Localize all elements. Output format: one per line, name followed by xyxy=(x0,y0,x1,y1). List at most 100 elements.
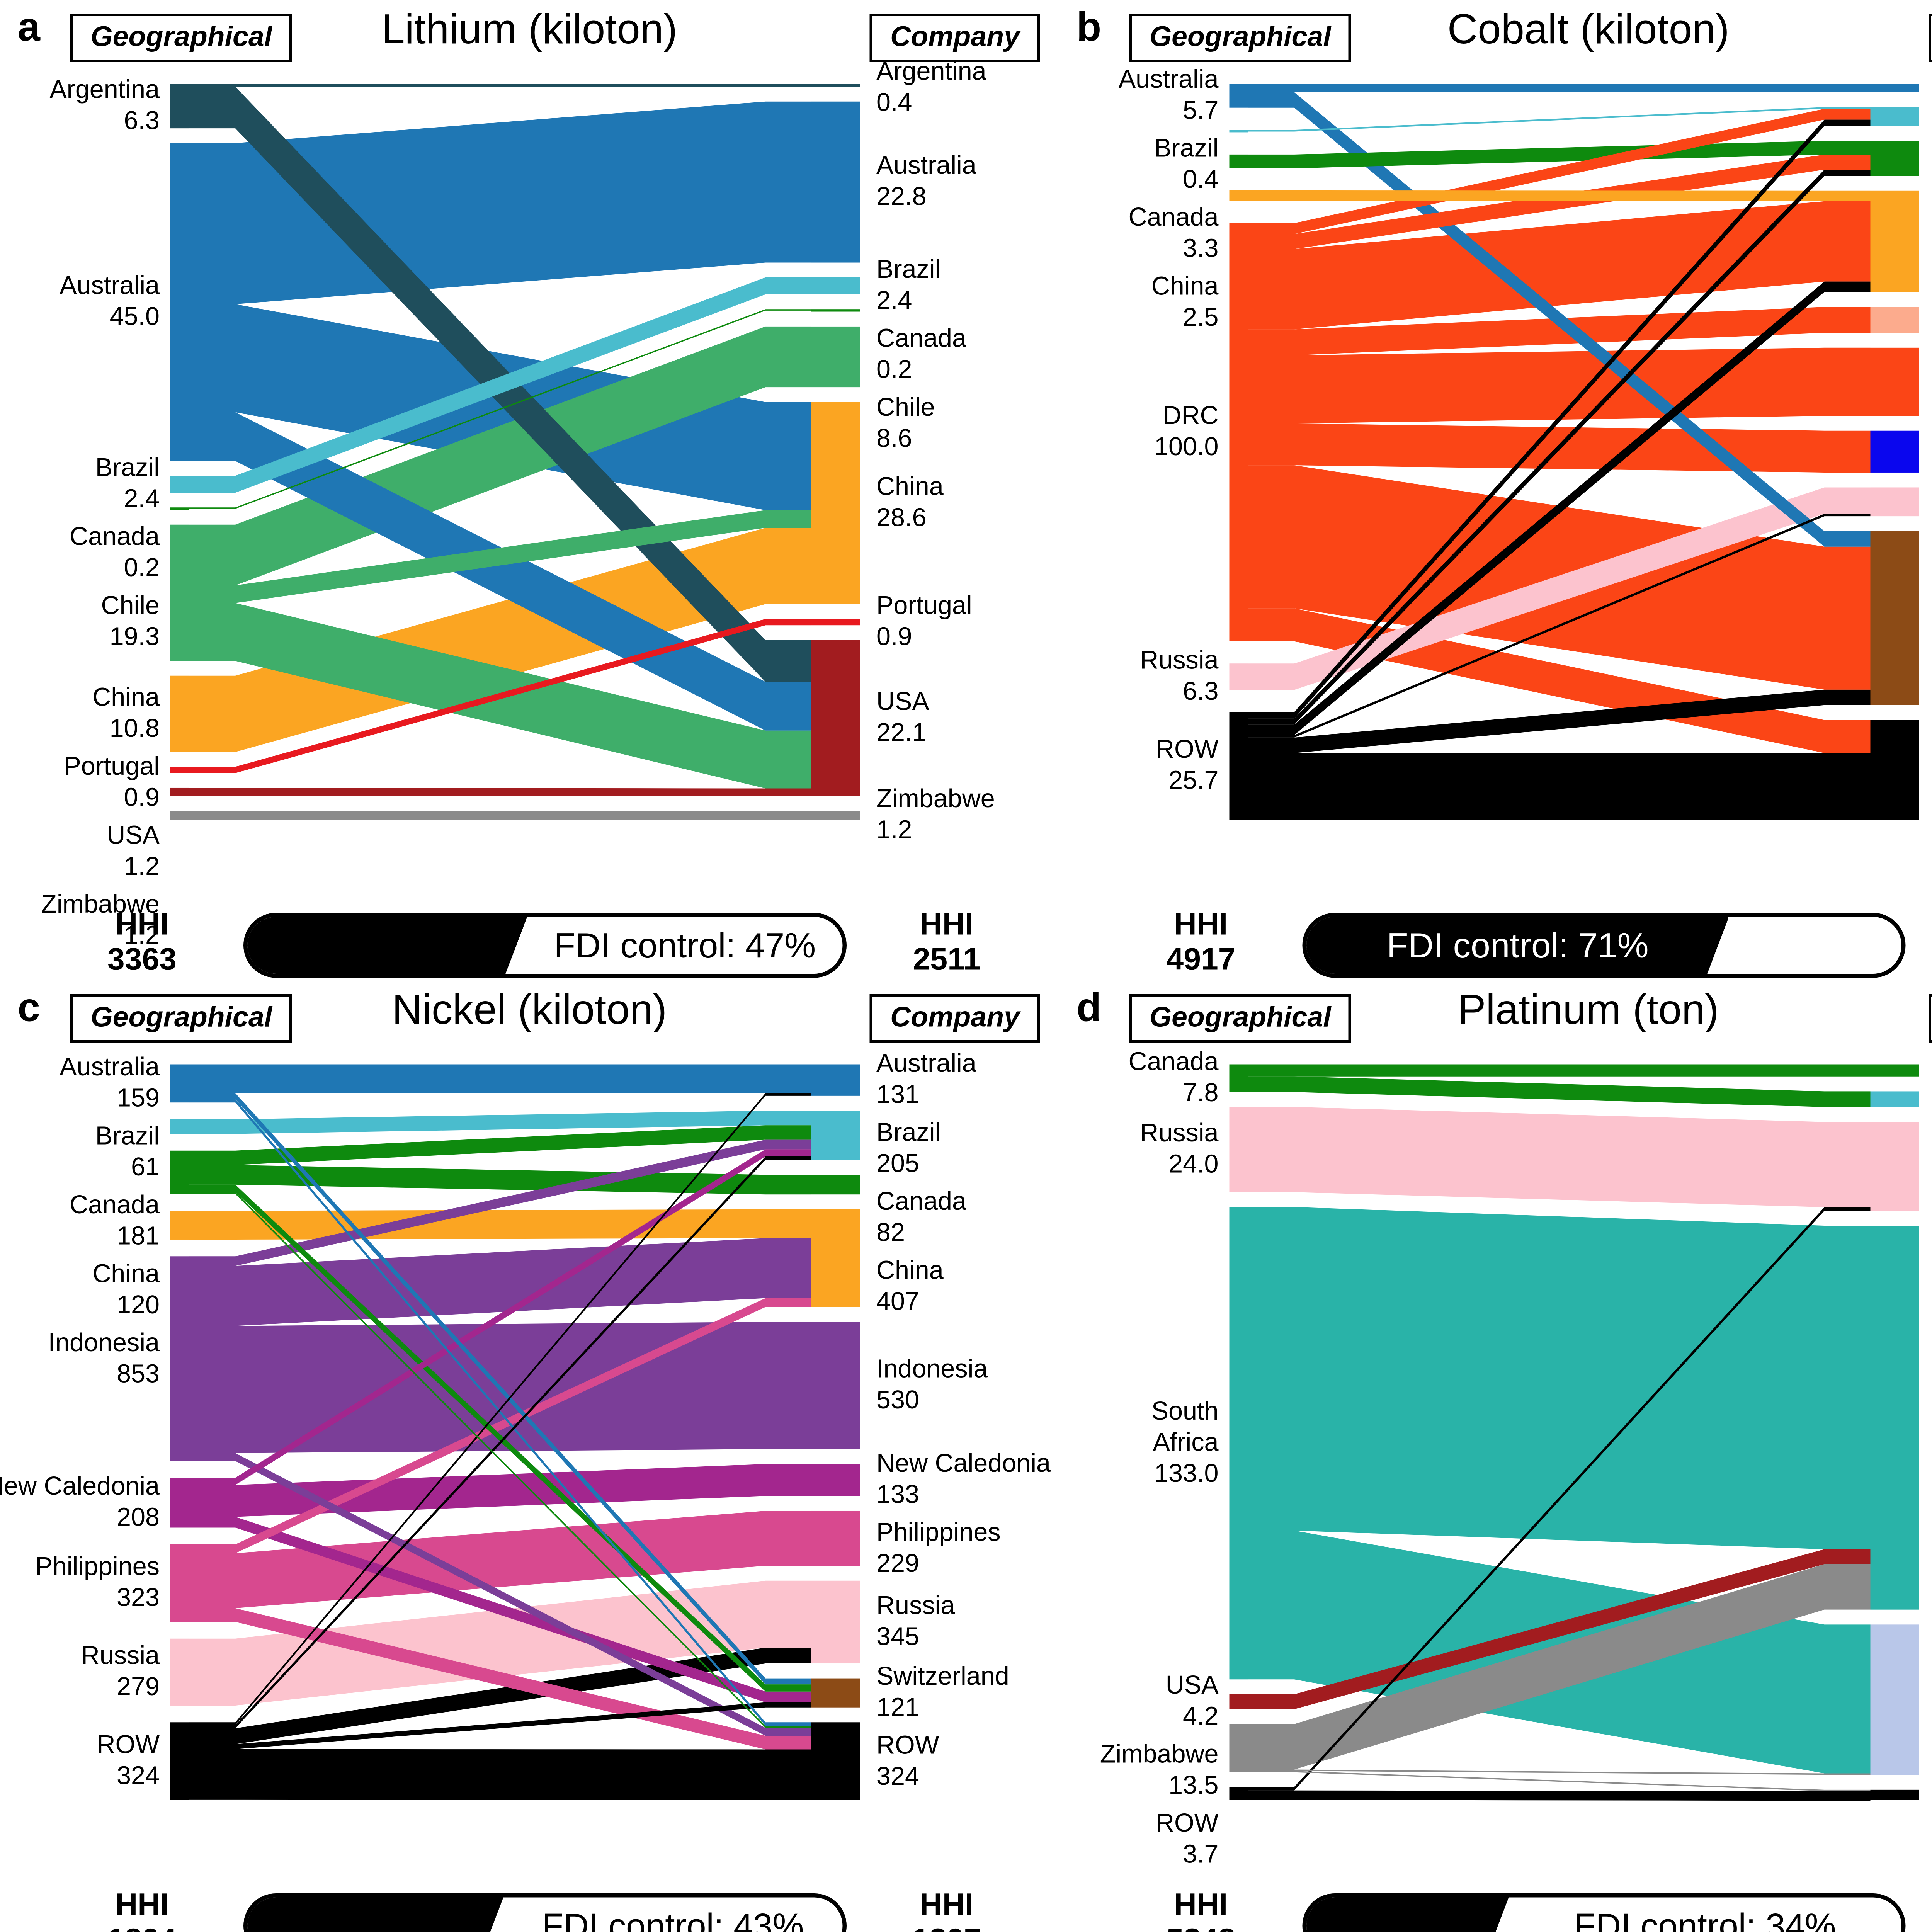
node-right-China xyxy=(811,402,860,604)
flow-Canada-to-Canada xyxy=(189,1165,811,1195)
label-left-Canada: Canada 3.3 xyxy=(1129,203,1219,263)
flow-DRC-to-China xyxy=(1248,201,1871,330)
panel-title: Nickel (kiloton) xyxy=(392,986,667,1034)
node-right-Brazil xyxy=(1870,1091,1919,1107)
node-left-Zimbabwe xyxy=(170,811,189,820)
label-right-Brazil: Brazil 2.4 xyxy=(876,255,940,315)
label-left-Brazil: Brazil 2.4 xyxy=(95,453,160,513)
hhi-right-value: 1307 xyxy=(912,1922,981,1932)
flow-Argentina-to-Argentina xyxy=(189,84,811,87)
node-right-Canada xyxy=(811,309,860,312)
label-left-USA: USA 1.2 xyxy=(107,821,160,881)
flow-Chile-to-Chile xyxy=(189,326,811,585)
geographical-label: Geographical xyxy=(1129,14,1352,62)
node-right-Brazil xyxy=(811,1111,860,1160)
flow-New Caledonia-to-Brazil xyxy=(189,1149,811,1485)
node-left-Canada xyxy=(1229,1064,1248,1092)
flow-Australia-to-Australia xyxy=(189,1064,811,1094)
label-left-Canada: Canada 181 xyxy=(70,1190,160,1250)
label-left-Australia: Australia 5.7 xyxy=(1119,65,1219,125)
hhi-title: HHI xyxy=(1174,1886,1228,1922)
node-left-China xyxy=(170,675,189,752)
node-left-Portugal xyxy=(170,767,189,773)
node-left-Canada xyxy=(1229,154,1248,168)
flow-ROW-to-ROW xyxy=(1248,1790,1871,1801)
label-left-Australia: Australia 45.0 xyxy=(60,271,160,331)
flow-ROW-to-Switzerland xyxy=(1248,689,1871,753)
fdi-control-gauge: FDI control: 43% xyxy=(243,1893,847,1932)
node-left-ROW xyxy=(1229,1787,1248,1800)
label-right-Argentina: Argentina 0.4 xyxy=(876,57,986,117)
flow-Canada-to-Canada xyxy=(189,309,811,509)
label-left-Argentina: Argentina 6.3 xyxy=(49,75,160,135)
label-right-China: China 407 xyxy=(876,1256,944,1316)
panel-letter: a xyxy=(17,5,40,50)
flow-Zimbabwe-to-Zimbabwe xyxy=(189,811,811,820)
node-right-Switzerland xyxy=(811,1678,860,1708)
panel-letter: c xyxy=(17,986,40,1031)
fdi-control-text: FDI control: 43% xyxy=(542,1905,804,1932)
label-right-Indonesia: Indonesia 530 xyxy=(876,1355,988,1415)
node-left-DRC xyxy=(1229,223,1248,641)
node-left-Australia xyxy=(170,1064,189,1103)
node-right-Canada xyxy=(1870,141,1919,176)
fdi-control-gauge: FDI control: 34% xyxy=(1302,1893,1906,1932)
node-right-China xyxy=(1870,190,1919,292)
panel-header: d Geographical Platinum (ton) Company xyxy=(1059,981,1932,1046)
hhi-title: HHI xyxy=(1174,906,1228,941)
label-right-Philippines: Philippines 229 xyxy=(876,1518,1001,1578)
flow-Australia-to-ROW xyxy=(189,1099,811,1726)
node-left-USA xyxy=(170,787,189,796)
flow-ROW-to-China xyxy=(1248,281,1871,735)
node-right-Indonesia xyxy=(811,1322,860,1449)
node-left-Philippines xyxy=(170,1544,189,1622)
label-right-China: China 28.6 xyxy=(876,472,944,532)
node-left-China xyxy=(170,1211,189,1240)
flow-Russia-to-Russia xyxy=(189,1580,811,1706)
hhi-left: HHI 5348 xyxy=(1100,1887,1303,1932)
fdi-control-gauge: FDI control: 47% xyxy=(243,913,847,978)
flow-Australia-to-Australia xyxy=(1248,84,1871,92)
hhi-right: HHI 1434 xyxy=(1904,906,1932,976)
node-left-Argentina xyxy=(170,84,189,129)
flow-ROW-to-ROW xyxy=(189,1749,811,1800)
flow-Brazil-to-Brazil xyxy=(189,277,811,493)
flow-ROW-to-Russia xyxy=(1248,514,1871,738)
node-right-Canada xyxy=(1870,1064,1919,1077)
flow-ROW-to-ROW xyxy=(1248,753,1871,820)
flow-Canada-to-ROW xyxy=(189,1192,811,1728)
node-right-Russia xyxy=(811,1580,860,1664)
fdi-control-text: FDI control: 47% xyxy=(554,925,816,966)
flow-New Caledonia-to-Switzerland xyxy=(189,1517,811,1702)
label-left-China: China 10.8 xyxy=(92,683,160,743)
label-left-Australia: Australia 159 xyxy=(60,1053,160,1112)
company-label: Company xyxy=(1929,14,1932,62)
node-right-Australia xyxy=(1870,84,1919,92)
hhi-title: HHI xyxy=(115,1886,169,1922)
label-left-Portugal: Portugal 0.9 xyxy=(64,752,160,812)
flow-ROW-to-Brazil xyxy=(189,1156,811,1728)
node-left-Russia xyxy=(1229,663,1248,690)
sankey-chart-cobalt: Australia 5.7 Brazil 0.4 Canada 3.3 China 2.5 DR… xyxy=(1119,65,1919,820)
fdi-control-text: FDI control: 34% xyxy=(1574,1905,1836,1932)
label-left-Russia: Russia 279 xyxy=(81,1641,160,1701)
node-left-Australia xyxy=(170,143,189,461)
node-right-USA xyxy=(811,640,860,796)
label-left-Russia: Russia 24.0 xyxy=(1140,1119,1218,1179)
hhi-right: HHI 1307 xyxy=(845,1887,1048,1932)
fdi-fill-bar xyxy=(248,1898,503,1932)
panel-title: Cobalt (kiloton) xyxy=(1447,5,1730,53)
node-right-Zimbabwe xyxy=(811,811,860,820)
node-right-Australia xyxy=(811,1064,860,1096)
node-left-New Caledonia xyxy=(170,1478,189,1528)
label-right-Portugal: Portugal 0.9 xyxy=(876,591,972,651)
panel-footer: HHI 3363 FDI control: 47% HHI 2511 xyxy=(0,906,1059,981)
flow-Australia-to-Australia xyxy=(189,101,811,304)
node-left-Chile xyxy=(170,524,189,661)
label-right-Russia: Russia 345 xyxy=(876,1591,955,1651)
flow-DRC-to-Brazil xyxy=(1248,109,1871,234)
node-right-South Africa xyxy=(1870,1226,1919,1610)
flow-China-to-China xyxy=(1248,190,1871,201)
hhi-left: HHI 4917 xyxy=(1100,906,1303,976)
